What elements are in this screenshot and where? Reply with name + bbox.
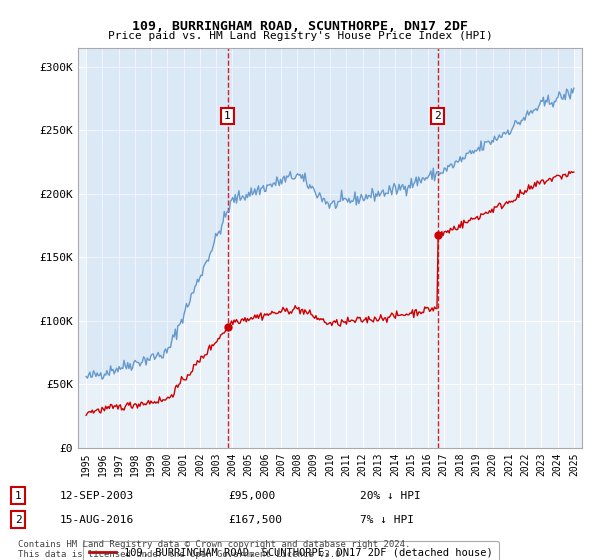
- Text: Price paid vs. HM Land Registry's House Price Index (HPI): Price paid vs. HM Land Registry's House …: [107, 31, 493, 41]
- Text: £167,500: £167,500: [228, 515, 282, 525]
- Text: 1: 1: [14, 491, 22, 501]
- Text: 20% ↓ HPI: 20% ↓ HPI: [360, 491, 421, 501]
- Text: 2: 2: [434, 111, 441, 122]
- Text: 7% ↓ HPI: 7% ↓ HPI: [360, 515, 414, 525]
- Text: Contains HM Land Registry data © Crown copyright and database right 2024.: Contains HM Land Registry data © Crown c…: [18, 540, 410, 549]
- Legend: 109, BURRINGHAM ROAD, SCUNTHORPE, DN17 2DF (detached house), HPI: Average price,: 109, BURRINGHAM ROAD, SCUNTHORPE, DN17 2…: [83, 542, 499, 560]
- Text: £95,000: £95,000: [228, 491, 275, 501]
- Text: 2: 2: [14, 515, 22, 525]
- Text: This data is licensed under the Open Government Licence v3.0.: This data is licensed under the Open Gov…: [18, 550, 346, 559]
- Text: 15-AUG-2016: 15-AUG-2016: [60, 515, 134, 525]
- Text: 109, BURRINGHAM ROAD, SCUNTHORPE, DN17 2DF: 109, BURRINGHAM ROAD, SCUNTHORPE, DN17 2…: [132, 20, 468, 32]
- Text: 1: 1: [224, 111, 231, 122]
- Text: 12-SEP-2003: 12-SEP-2003: [60, 491, 134, 501]
